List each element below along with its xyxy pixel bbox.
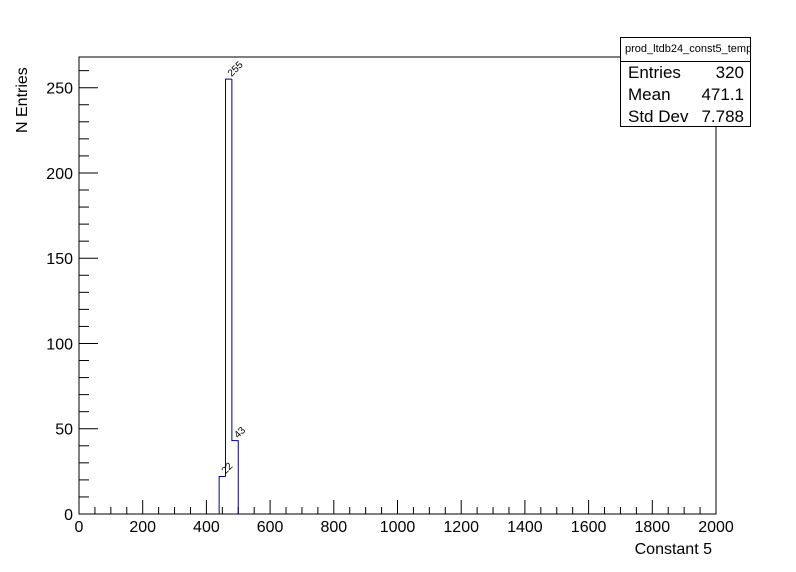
x-tick-label: 2000	[698, 519, 734, 536]
stats-title: prod_ltdb24_const5_temp	[621, 38, 750, 62]
histogram-bin	[218, 475, 226, 514]
stats-box: prod_ltdb24_const5_temp Entries 320 Mean…	[620, 37, 751, 127]
y-axis-title: N Entries	[14, 67, 31, 133]
y-tick-label: 200	[46, 166, 73, 183]
y-tick-label: 0	[64, 507, 73, 524]
stat-row-std-dev: Std Dev 7.788	[621, 106, 750, 128]
x-tick-label: 0	[75, 519, 84, 536]
y-axis: 0 50 100 150 200 250	[46, 70, 98, 524]
bar-labels: 22 255 43	[220, 59, 249, 476]
x-axis: 0 200 400 600 800 1000 1200 1400 1600 1800 2000	[75, 500, 734, 536]
y-tick-label: 50	[55, 422, 73, 439]
x-tick-label: 800	[320, 519, 347, 536]
x-tick-label: 1000	[380, 519, 416, 536]
x-tick-label: 200	[129, 519, 156, 536]
histogram-bin	[225, 78, 232, 477]
y-tick-label: 150	[46, 251, 73, 268]
x-tick-label: 1200	[443, 519, 479, 536]
stat-value: 471.1	[701, 85, 744, 104]
stat-row-entries: Entries 320	[621, 62, 750, 84]
histogram-bars	[218, 78, 239, 514]
stat-label: Mean	[628, 85, 671, 104]
stat-value: 7.788	[701, 107, 744, 126]
histogram-bin	[231, 79, 239, 514]
stat-row-mean: Mean 471.1	[621, 84, 750, 106]
x-tick-label: 1800	[635, 519, 671, 536]
y-tick-label: 100	[46, 336, 73, 353]
x-axis-title: Constant 5	[635, 541, 712, 558]
x-tick-label: 400	[193, 519, 220, 536]
bin-value-label: 22	[220, 461, 236, 477]
x-tick-label: 600	[257, 519, 284, 536]
stat-label: Entries	[628, 63, 681, 82]
bin-value-label: 255	[226, 59, 246, 79]
bin-value-label: 43	[232, 425, 248, 441]
x-tick-label: 1600	[571, 519, 607, 536]
stat-label: Std Dev	[628, 107, 689, 126]
x-tick-label: 1400	[507, 519, 543, 536]
stat-value: 320	[715, 63, 744, 82]
y-tick-label: 250	[46, 81, 73, 98]
